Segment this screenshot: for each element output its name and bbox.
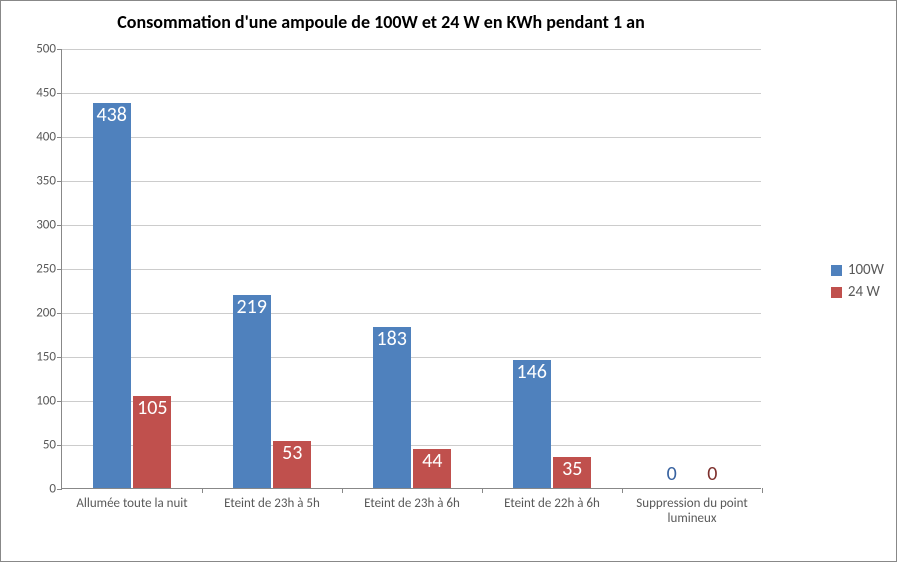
data-label: 53 [273, 441, 311, 465]
y-axis-label: 150 [36, 350, 56, 365]
gridline [62, 49, 761, 50]
data-label: 146 [513, 360, 551, 384]
y-axis-label: 50 [43, 438, 56, 453]
y-tick-mark [57, 445, 62, 446]
bar-100w [233, 295, 271, 488]
y-tick-mark [57, 49, 62, 50]
data-label: 219 [233, 295, 271, 319]
y-tick-mark [57, 357, 62, 358]
y-axis-label: 250 [36, 262, 56, 277]
y-axis-label: 350 [36, 174, 56, 189]
data-label: 438 [93, 103, 131, 127]
x-axis-label: Suppression du point lumineux [622, 496, 762, 526]
plot-area: 050100150200250300350400450500Allumée to… [61, 49, 761, 489]
y-axis-label: 100 [36, 394, 56, 409]
x-tick-mark [202, 488, 203, 493]
y-axis-label: 200 [36, 306, 56, 321]
x-tick-mark [342, 488, 343, 493]
legend-item: 24 W [831, 283, 884, 301]
y-tick-mark [57, 137, 62, 138]
chart-title: Consommation d'une ampoule de 100W et 24… [1, 11, 761, 33]
gridline [62, 269, 761, 270]
data-label: 0 [693, 462, 731, 486]
y-tick-mark [57, 181, 62, 182]
legend: 100W 24 W [831, 257, 884, 305]
x-axis-label: Eteint de 23h à 6h [342, 496, 482, 511]
gridline [62, 181, 761, 182]
x-axis-label: Eteint de 22h à 6h [482, 496, 622, 511]
y-tick-mark [57, 313, 62, 314]
gridline [62, 357, 761, 358]
x-axis-label: Eteint de 23h à 5h [202, 496, 342, 511]
y-tick-mark [57, 489, 62, 490]
gridline [62, 93, 761, 94]
data-label: 183 [373, 327, 411, 351]
y-axis-label: 0 [49, 482, 56, 497]
data-label: 44 [413, 449, 451, 473]
y-tick-mark [57, 225, 62, 226]
y-tick-mark [57, 93, 62, 94]
gridline [62, 313, 761, 314]
legend-swatch [831, 287, 842, 298]
x-tick-mark [762, 488, 763, 493]
y-tick-mark [57, 269, 62, 270]
x-axis-label: Allumée toute la nuit [62, 496, 202, 511]
gridline [62, 137, 761, 138]
x-tick-mark [622, 488, 623, 493]
data-label: 0 [653, 462, 691, 486]
legend-label: 100W [848, 261, 884, 279]
chart-container: Consommation d'une ampoule de 100W et 24… [0, 0, 897, 562]
y-axis-label: 400 [36, 130, 56, 145]
y-axis-label: 300 [36, 218, 56, 233]
legend-swatch [831, 265, 842, 276]
x-tick-mark [482, 488, 483, 493]
bar-100w [93, 103, 131, 488]
data-label: 105 [133, 396, 171, 420]
legend-item: 100W [831, 261, 884, 279]
legend-label: 24 W [848, 283, 880, 301]
y-axis-label: 500 [36, 42, 56, 57]
bar-100w [373, 327, 411, 488]
gridline [62, 225, 761, 226]
y-axis-label: 450 [36, 86, 56, 101]
data-label: 35 [553, 457, 591, 481]
y-tick-mark [57, 401, 62, 402]
